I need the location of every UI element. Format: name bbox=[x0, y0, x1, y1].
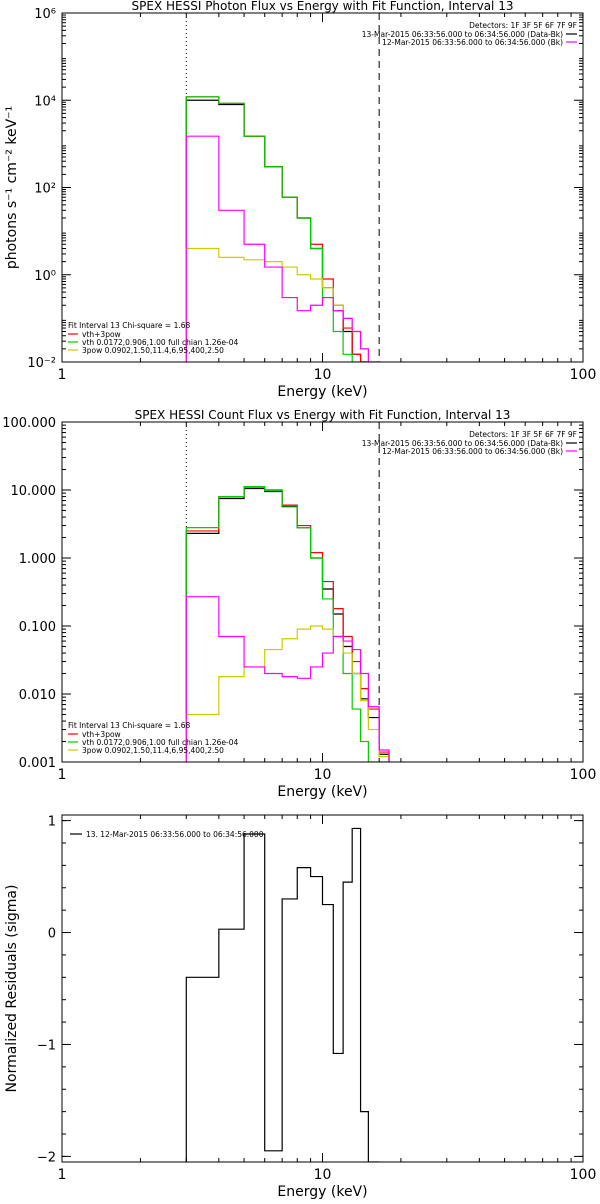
count-fit-legend-entry: vth+3pow bbox=[82, 730, 121, 739]
photon-xtick-label: 1 bbox=[58, 367, 67, 383]
photon-xlabel: Energy (keV) bbox=[277, 384, 367, 400]
count-title: SPEX HESSI Count Flux vs Energy with Fit… bbox=[135, 408, 511, 422]
count-ytick-label: 0.100 bbox=[19, 620, 56, 635]
count-series-vth-3pow bbox=[185, 486, 390, 762]
count-series-vth bbox=[185, 486, 390, 762]
resid-xtick-label: 10 bbox=[314, 1167, 332, 1183]
count-ytick-label: 100.000 bbox=[2, 416, 56, 431]
count-series-group bbox=[185, 486, 390, 762]
photon-ytick-label: 10² bbox=[34, 182, 56, 197]
resid-xtick-label: 100 bbox=[570, 1167, 597, 1183]
resid-legend-entry: 13. 12-Mar-2015 06:33:56.000 to 06:34:56… bbox=[86, 830, 264, 839]
count-fit-legend-header: Fit Interval 13 Chi-square = 1.68 bbox=[68, 721, 191, 730]
photon-xtick-label: 100 bbox=[570, 367, 597, 383]
resid-ytick-label: −2 bbox=[37, 1150, 56, 1165]
count-series-bk bbox=[185, 596, 390, 762]
resid-ylabel: Normalized Residuals (sigma) bbox=[4, 885, 20, 1093]
count-xtick-label: 10 bbox=[314, 767, 332, 783]
resid-series-residuals bbox=[185, 827, 380, 1162]
photon-xtick-label: 10 bbox=[314, 367, 332, 383]
photon-frame bbox=[61, 12, 584, 363]
count-series-data-bk bbox=[185, 487, 390, 762]
count-xlabel: Energy (keV) bbox=[277, 784, 367, 800]
photon-ytick-label: 10⁻² bbox=[27, 356, 56, 371]
count-legend-entry: 12-Mar-2015 06:33:56.000 to 06:34:56.000… bbox=[382, 447, 563, 456]
resid-xtick-label: 1 bbox=[58, 1167, 67, 1183]
photon-fit-legend-entry: vth 0.0172,0.906,1.00 full chian 1.26e-0… bbox=[82, 338, 239, 347]
resid-ytick-label: 0 bbox=[48, 927, 56, 942]
photon-ytick-label: 10⁰ bbox=[34, 269, 56, 284]
count-panel: SPEX HESSI Count Flux vs Energy with Fit… bbox=[2, 408, 596, 800]
count-ytick-label: 0.010 bbox=[19, 688, 56, 703]
resid-ytick-label: −1 bbox=[37, 1038, 56, 1053]
count-legend-entry: 13-Mar-2015 06:33:56.000 to 06:34:56.000… bbox=[362, 439, 563, 448]
resid-panel: 1 10 100 −2 −1 0 1 Energy (keV) Normalized Resid… bbox=[4, 814, 597, 1200]
count-ytick-label: 1.000 bbox=[19, 552, 56, 567]
resid-xlabel: Energy (keV) bbox=[277, 1184, 367, 1200]
count-frame bbox=[61, 421, 584, 763]
photon-legend-header: Detectors: 1F 3F 5F 6F 7F 9F bbox=[469, 21, 577, 30]
count-xtick-label: 1 bbox=[58, 767, 67, 783]
photon-series-bk bbox=[185, 135, 380, 362]
photon-ytick-label: 10⁴ bbox=[34, 94, 56, 109]
photon-title: SPEX HESSI Photon Flux vs Energy with Fi… bbox=[132, 0, 514, 13]
photon-fit-legend-entry: vth+3pow bbox=[82, 330, 121, 339]
resid-ytick-label: 1 bbox=[48, 815, 56, 830]
resid-frame bbox=[61, 814, 584, 1163]
count-legend-header: Detectors: 1F 3F 5F 6F 7F 9F bbox=[469, 430, 577, 439]
photon-fit-legend-entry: 3pow 0.0902,1.50,11.4,6.95,400,2.50 bbox=[82, 346, 224, 355]
count-ytick-label: 10.000 bbox=[11, 484, 57, 499]
count-fit-legend-entry: 3pow 0.0902,1.50,11.4,6.95,400,2.50 bbox=[82, 746, 224, 755]
count-ytick-label: 0.001 bbox=[19, 756, 56, 771]
photon-series-vth-3pow bbox=[185, 96, 369, 362]
photon-legend-entry: 12-Mar-2015 06:33:56.000 to 06:34:56.000… bbox=[382, 38, 563, 47]
resid-series-group bbox=[185, 827, 380, 1162]
photon-legend-entry: 13-Mar-2015 06:33:56.000 to 06:34:56.000… bbox=[362, 30, 563, 39]
count-xtick-label: 100 bbox=[570, 767, 597, 783]
photon-panel: SPEX HESSI Photon Flux vs Energy with Fi… bbox=[4, 0, 596, 400]
photon-fit-legend-header: Fit Interval 13 Chi-square = 1.68 bbox=[68, 321, 191, 330]
photon-series-vth bbox=[185, 96, 362, 362]
count-fit-legend-entry: vth 0.0172,0.906,1.00 full chian 1.26e-0… bbox=[82, 738, 239, 747]
photon-series-group bbox=[185, 96, 380, 362]
photon-ylabel: photons s⁻¹ cm⁻² keV⁻¹ bbox=[4, 106, 20, 269]
photon-ytick-label: 10⁶ bbox=[34, 7, 56, 22]
